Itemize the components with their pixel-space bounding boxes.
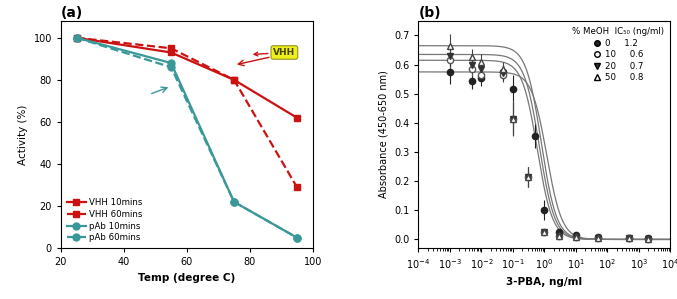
- Text: VHH: VHH: [254, 48, 295, 57]
- Text: (a): (a): [61, 6, 83, 20]
- Line: pAb 10mins: pAb 10mins: [73, 34, 301, 241]
- pAb 10mins: [72, 36, 81, 39]
- VHH 10mins: [293, 116, 301, 120]
- pAb 60mins: [293, 236, 301, 239]
- pAb 60mins: [167, 65, 175, 69]
- Y-axis label: Activity (%): Activity (%): [18, 104, 28, 165]
- VHH 10mins: [72, 36, 81, 39]
- VHH 10mins: [230, 78, 238, 82]
- Line: VHH 10mins: VHH 10mins: [73, 34, 301, 121]
- VHH 60mins: [72, 36, 81, 39]
- X-axis label: Temp (degree C): Temp (degree C): [138, 273, 236, 283]
- pAb 60mins: [230, 200, 238, 204]
- Line: VHH 60mins: VHH 60mins: [73, 34, 301, 191]
- Text: (b): (b): [418, 6, 441, 20]
- VHH 60mins: [293, 185, 301, 189]
- pAb 10mins: [230, 200, 238, 204]
- VHH 10mins: [167, 51, 175, 54]
- VHH 60mins: [230, 78, 238, 82]
- pAb 60mins: [72, 36, 81, 39]
- pAb 10mins: [293, 236, 301, 239]
- VHH 60mins: [167, 46, 175, 50]
- Legend: 0     1.2, 10     0.6, 20     0.7, 50     0.8: 0 1.2, 10 0.6, 20 0.7, 50 0.8: [571, 25, 666, 84]
- pAb 10mins: [167, 61, 175, 65]
- Legend: VHH 10mins, VHH 60mins, pAb 10mins, pAb 60mins: VHH 10mins, VHH 60mins, pAb 10mins, pAb …: [65, 197, 144, 244]
- Y-axis label: Absorbance (450-650 nm): Absorbance (450-650 nm): [378, 71, 389, 199]
- X-axis label: 3-PBA, ng/ml: 3-PBA, ng/ml: [506, 277, 582, 286]
- Line: pAb 60mins: pAb 60mins: [73, 34, 301, 241]
